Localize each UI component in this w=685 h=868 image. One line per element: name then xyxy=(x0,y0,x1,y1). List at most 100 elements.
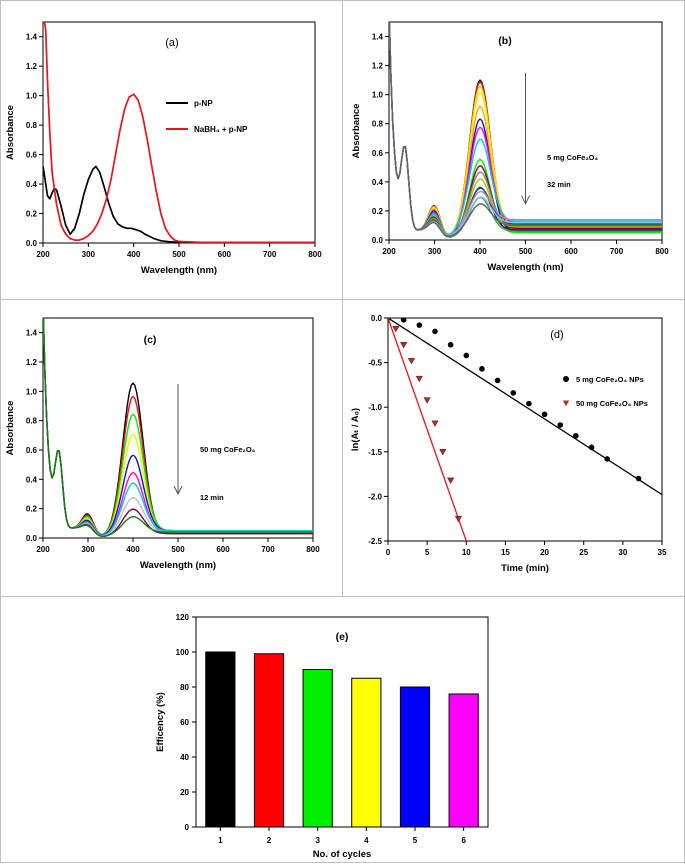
data-point-50mg xyxy=(415,375,423,383)
y-tick-label-a: 1.4 xyxy=(26,33,38,42)
bar-cycle-1 xyxy=(205,651,236,828)
y-tick-label-e: 60 xyxy=(180,718,189,727)
x-tick-label-c: 600 xyxy=(216,545,230,554)
x-tick-label-a: 700 xyxy=(263,250,277,259)
x-tick-label-d: 5 xyxy=(425,548,430,557)
x-tick-label-e: 6 xyxy=(461,836,466,845)
annotation-label-b: 5 mg CoFe₂O₄ xyxy=(547,153,599,162)
y-tick-label-d: -2.5 xyxy=(368,537,382,546)
decrease-arrow-head xyxy=(173,485,183,496)
x-tick-label-c: 400 xyxy=(126,545,140,554)
data-point-5mg xyxy=(541,411,548,418)
x-tick-label-b: 300 xyxy=(428,247,442,256)
spectrum-line-17 xyxy=(389,22,662,237)
bar-cycle-6 xyxy=(448,693,479,828)
spectrum-line-9 xyxy=(43,318,313,537)
legend-label-d-1: 50 mg CoFe₂O₄ NPs xyxy=(576,399,648,408)
data-point-50mg xyxy=(431,420,439,427)
y-tick-label-e: 20 xyxy=(180,788,189,797)
spectrum-line-8 xyxy=(389,22,662,238)
x-axis-label-c: Wavelength (nm) xyxy=(140,560,216,571)
fit-line-0 xyxy=(388,318,662,496)
x-tick-label-b: 200 xyxy=(382,247,396,256)
panel-label-b: (b) xyxy=(498,35,511,47)
x-tick-label-b: 800 xyxy=(655,247,669,256)
series-line-nabh4-pnp xyxy=(43,22,315,243)
y-tick-label-b: 0.4 xyxy=(372,178,384,187)
annotation-time-b: 32 min xyxy=(547,180,571,189)
data-point-5mg xyxy=(494,377,501,384)
plot-frame-d xyxy=(387,317,663,542)
x-tick-label-c: 800 xyxy=(306,545,320,554)
x-tick-label-c: 200 xyxy=(36,545,50,554)
x-tick-label-e: 5 xyxy=(413,836,418,845)
y-tick-label-e: 80 xyxy=(180,683,189,692)
x-tick-label-c: 700 xyxy=(261,545,275,554)
data-point-50mg xyxy=(400,342,408,349)
decrease-arrow-head xyxy=(521,195,530,205)
y-axis-label-c: Absorbance xyxy=(5,401,16,456)
y-tick-label-b: 0.8 xyxy=(372,120,384,129)
y-tick-label-d: -1.0 xyxy=(368,403,382,412)
x-tick-label-b: 600 xyxy=(564,247,578,256)
bar-cycle-5 xyxy=(399,686,431,828)
y-axis-label-a: Absorbance xyxy=(5,105,16,160)
x-tick-label-c: 300 xyxy=(81,545,95,554)
panel-label-a: (a) xyxy=(165,37,178,49)
x-tick-label-a: 800 xyxy=(308,250,322,259)
y-tick-label-b: 0.6 xyxy=(372,149,384,158)
bar-cycle-4 xyxy=(351,677,382,828)
legend-label-0: p-NP xyxy=(194,99,213,108)
x-tick-label-e: 4 xyxy=(364,836,369,845)
y-tick-label-a: 0.6 xyxy=(26,151,38,160)
data-point-5mg xyxy=(416,322,423,328)
x-tick-label-a: 600 xyxy=(218,250,232,259)
data-point-5mg xyxy=(432,328,438,335)
y-tick-label-c: 0.2 xyxy=(26,505,38,514)
panel-frame-d xyxy=(342,299,685,597)
data-point-50mg xyxy=(447,477,455,485)
x-tick-label-c: 500 xyxy=(171,545,185,554)
data-point-5mg xyxy=(557,422,564,428)
bar-cycle-3 xyxy=(302,669,333,828)
spectrum-line-7 xyxy=(389,22,662,236)
series-line-pnp xyxy=(43,165,315,243)
y-tick-label-c: 1.2 xyxy=(26,358,38,367)
panel-label-d: (d) xyxy=(550,329,563,341)
y-tick-label-a: 1.2 xyxy=(26,62,38,71)
x-tick-label-d: 25 xyxy=(579,548,588,557)
x-tick-label-a: 200 xyxy=(36,250,50,259)
y-tick-label-c: 1.4 xyxy=(26,329,38,338)
y-tick-label-b: 0.0 xyxy=(372,236,384,245)
annotation-time-c: 12 min xyxy=(200,493,224,502)
spectrum-line-6 xyxy=(43,318,313,537)
panel-d: 0 5 10 15 20 25 30 35 0.0 -0.5 -1.0 -1.5 -2.0 -2.5 Tim… xyxy=(350,314,667,574)
y-tick-label-e: 40 xyxy=(180,753,189,762)
y-tick-label-a: 1.0 xyxy=(26,92,38,101)
y-tick-label-c: 0.8 xyxy=(26,417,38,426)
x-tick-label-d: 15 xyxy=(501,548,510,557)
y-tick-label-d: 0.0 xyxy=(371,314,383,323)
y-tick-label-c: 0.4 xyxy=(26,475,38,484)
data-point-5mg xyxy=(635,475,642,482)
x-axis-label-a: Wavelength (nm) xyxy=(141,265,217,276)
data-point-50mg xyxy=(454,515,463,523)
data-point-5mg xyxy=(447,341,454,348)
plot-frame-e xyxy=(195,616,489,828)
y-tick-label-d: -2.0 xyxy=(368,492,382,501)
spectrum-line-11 xyxy=(389,22,662,237)
data-point-5mg xyxy=(400,318,407,323)
y-tick-label-a: 0.4 xyxy=(26,180,38,189)
data-point-50mg xyxy=(388,318,391,322)
x-tick-label-a: 300 xyxy=(82,250,96,259)
x-tick-label-e: 1 xyxy=(218,836,223,845)
y-tick-label-b: 1.2 xyxy=(372,62,384,71)
x-axis-label-d: Time (min) xyxy=(501,563,549,574)
data-point-5mg xyxy=(588,444,595,451)
data-point-5mg xyxy=(604,456,610,462)
plot-area-b xyxy=(389,22,662,238)
x-tick-label-d: 20 xyxy=(540,548,549,557)
x-tick-label-d: 30 xyxy=(618,548,627,557)
